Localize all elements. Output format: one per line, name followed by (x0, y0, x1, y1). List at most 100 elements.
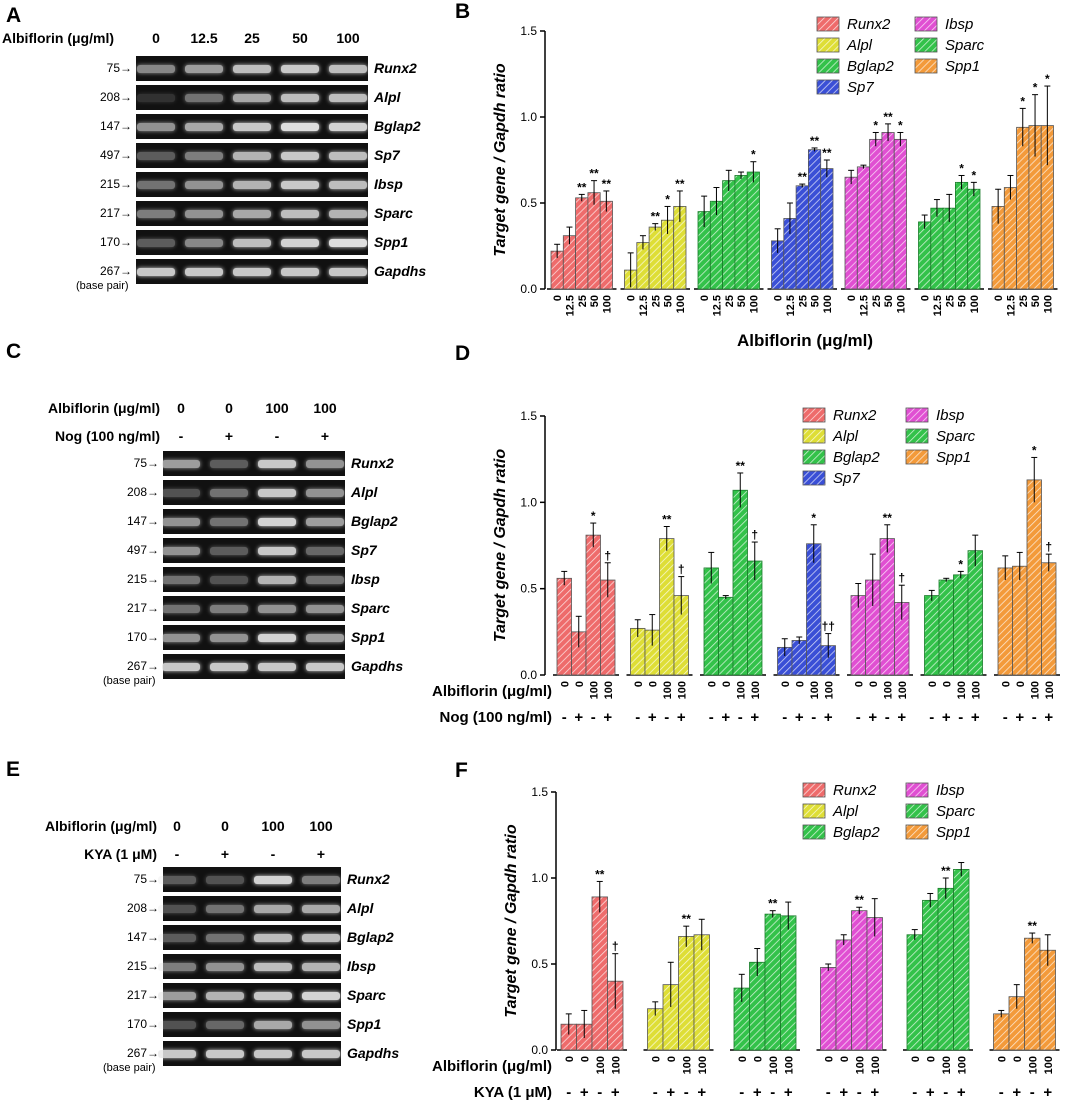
base-pair-size: 497→ (126, 542, 159, 557)
significance-mark: * (591, 509, 596, 523)
x-tick-label: 25 (577, 295, 589, 307)
x-tick-label: 12.5 (785, 295, 797, 316)
bar (636, 242, 650, 290)
significance-mark: ** (595, 867, 605, 881)
x-tick-label: 100 (1027, 1056, 1039, 1074)
bar (718, 596, 734, 676)
condition-value: - (929, 709, 934, 726)
y-tick-label: 0.0 (520, 282, 537, 296)
x-tick-label: 100 (895, 295, 907, 313)
significance-mark: * (665, 192, 670, 206)
significance-mark: * (873, 118, 878, 132)
x-axis-label: Albiflorin (μg/ml) (737, 331, 873, 350)
condition-value: + (721, 709, 730, 726)
bar (955, 181, 969, 290)
bar (997, 567, 1013, 676)
condition-value: + (942, 709, 951, 726)
x-tick-label: 0 (721, 681, 733, 687)
gel-band (210, 633, 248, 642)
x-tick-label: 100 (675, 295, 687, 313)
gel-band (258, 662, 296, 671)
bar (993, 1013, 1010, 1051)
bar (918, 221, 932, 290)
gel-band (185, 209, 223, 218)
gel-band (210, 604, 248, 613)
condition-value: - (1003, 709, 1008, 726)
condition-value: - (709, 709, 714, 726)
condition-value: - (857, 1084, 862, 1101)
x-tick-label: 25 (724, 295, 736, 307)
lane-treatment-value: 100 (309, 818, 333, 834)
gel-band (254, 875, 292, 884)
bar (937, 887, 954, 1051)
bar (1016, 126, 1030, 290)
legend-swatch (816, 58, 840, 74)
base-pair-size: 217→ (126, 600, 159, 615)
x-tick-label: 100 (941, 1056, 953, 1074)
legend-entry: Bglap2 (847, 58, 894, 75)
x-tick-label: 0 (823, 1056, 835, 1062)
y-tick-label: 1.0 (520, 495, 537, 509)
bar (930, 207, 944, 290)
gel-band (306, 604, 344, 613)
panel-letter-d: D (455, 342, 470, 365)
legend-entry: Sp7 (833, 470, 860, 487)
gel-band (210, 662, 248, 671)
bar (587, 192, 601, 290)
base-pair-size: 267→ (99, 263, 132, 278)
legend-entry: Alpl (846, 37, 873, 54)
bar (599, 200, 613, 290)
x-tick-label: 0 (773, 295, 785, 301)
legend-swatch (905, 824, 929, 840)
bar (866, 917, 883, 1051)
lane-treatment-value: 100 (261, 818, 285, 834)
x-tick-label: 0 (626, 295, 638, 301)
x-tick-label: 0 (846, 295, 858, 301)
gel-band (254, 1020, 292, 1029)
significance-mark: * (1045, 72, 1050, 86)
condition-value: + (795, 709, 804, 726)
condition-label: Nog (100 ng/ml) (54, 428, 160, 444)
condition-value: - (999, 1084, 1004, 1101)
gel-band (158, 904, 196, 913)
significance-mark: * (811, 511, 816, 525)
lane-label: 12.5 (190, 30, 218, 46)
condition-value: - (738, 709, 743, 726)
x-tick-label: 100 (603, 681, 615, 699)
condition-value: - (684, 1084, 689, 1101)
bar (734, 175, 748, 290)
x-tick-label: 0 (780, 681, 792, 687)
gel-band (302, 1020, 340, 1029)
x-tick-label: 25 (944, 295, 956, 307)
row1-label: Albiflorin (μg/ml) (432, 1058, 552, 1075)
y-tick-label: 1.5 (520, 409, 537, 423)
gene-label: Alpl (374, 88, 401, 105)
x-tick-label: 50 (810, 295, 822, 307)
significance-mark: ** (822, 146, 832, 160)
legend-entry: Runx2 (833, 782, 877, 799)
x-tick-label: 100 (870, 1056, 882, 1074)
x-tick-label: 12.5 (932, 295, 944, 316)
x-tick-label: 0 (699, 295, 711, 301)
gel-band (302, 962, 340, 971)
gel-band (281, 238, 319, 247)
condition-value: - (958, 709, 963, 726)
gel-band (306, 488, 344, 497)
lane-label: 100 (336, 30, 360, 46)
gel-band (206, 991, 244, 1000)
bar (881, 132, 895, 290)
lane-treatment-value: 0 (173, 818, 181, 834)
condition-value: + (1043, 1084, 1052, 1101)
lane-label: 0 (152, 30, 160, 46)
x-tick-label: 50 (589, 295, 601, 307)
base-pair-size: 217→ (126, 987, 159, 1002)
x-tick-label: 0 (868, 681, 880, 687)
legend-swatch (914, 37, 938, 53)
gel-band (258, 517, 296, 526)
bar (967, 188, 981, 290)
bar (851, 910, 868, 1051)
y-tick-label: 0.0 (531, 1043, 548, 1057)
panel-letter-a: A (6, 4, 22, 27)
x-tick-label: 0 (752, 1056, 764, 1062)
x-tick-label: 100 (854, 1056, 866, 1074)
